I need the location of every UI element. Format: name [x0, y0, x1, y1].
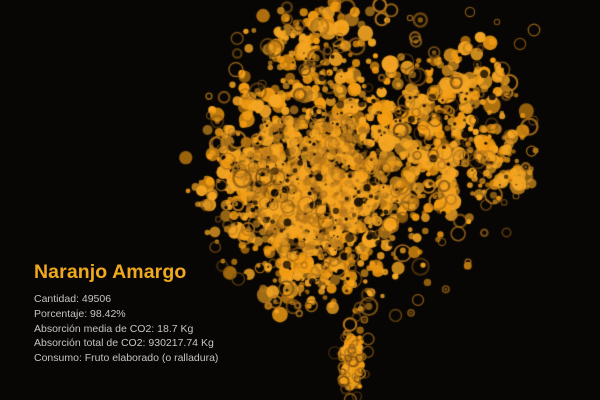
stat-value-cantidad: Cantidad: 49506	[34, 293, 112, 306]
page-title: Naranjo Amargo	[34, 261, 187, 283]
stat-line-cantidad: Cantidad: 49506	[34, 292, 334, 307]
stat-line-absorcion-total: Absorción total de CO2: 930217.74 Kg	[34, 336, 334, 351]
stat-value-absorcion-media: Absorción media de CO2: 18.7 Kg	[34, 322, 194, 335]
stat-value-consumo: Consumo: Fruto elaborado (o ralladura)	[34, 351, 219, 364]
stat-value-absorcion-total: Absorción total de CO2: 930217.74 Kg	[34, 337, 214, 350]
stat-line-consumo: Consumo: Fruto elaborado (o ralladura)	[34, 351, 334, 366]
info-panel: Naranjo Amargo Cantidad: 49506 Porcentaj…	[34, 261, 334, 366]
stat-line-porcentaje: Porcentaje: 98.42%	[34, 307, 334, 322]
stat-line-absorcion-media: Absorción media de CO2: 18.7 Kg	[34, 322, 334, 337]
stat-value-porcentaje: Porcentaje: 98.42%	[34, 308, 126, 321]
